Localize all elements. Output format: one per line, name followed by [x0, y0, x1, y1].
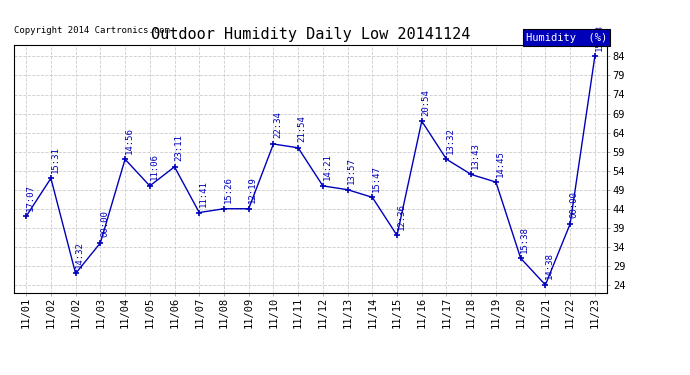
Text: 11:06: 11:06	[150, 153, 159, 180]
Text: Copyright 2014 Cartronics.com: Copyright 2014 Cartronics.com	[14, 26, 170, 35]
Text: 13:57: 13:57	[347, 157, 356, 184]
Text: 15:38: 15:38	[520, 226, 529, 253]
Text: 12:19: 12:19	[248, 176, 257, 203]
Text: 00:00: 00:00	[100, 211, 109, 237]
Text: 15:26: 15:26	[224, 176, 233, 203]
Text: 17:07: 17:07	[26, 184, 34, 211]
Text: Humidity  (%): Humidity (%)	[526, 33, 607, 42]
Text: 14:32: 14:32	[75, 241, 84, 268]
Text: 21:54: 21:54	[298, 116, 307, 142]
Text: 15:31: 15:31	[50, 146, 59, 173]
Text: 23:11: 23:11	[174, 134, 183, 161]
Text: 14:21: 14:21	[322, 153, 331, 180]
Text: 14:38: 14:38	[545, 252, 554, 279]
Text: 13:43: 13:43	[471, 142, 480, 169]
Text: 20:54: 20:54	[422, 89, 431, 116]
Text: 12:36: 12:36	[397, 203, 406, 230]
Text: 14:45: 14:45	[495, 150, 504, 177]
Text: 00:00: 00:00	[570, 192, 579, 218]
Text: 13:32: 13:32	[446, 127, 455, 154]
Text: 15:47: 15:47	[372, 165, 381, 192]
Text: 14:56: 14:56	[125, 127, 134, 154]
Text: 15:08: 15:08	[595, 24, 604, 51]
Text: 11:41: 11:41	[199, 180, 208, 207]
Text: 22:34: 22:34	[273, 112, 282, 138]
Title: Outdoor Humidity Daily Low 20141124: Outdoor Humidity Daily Low 20141124	[151, 27, 470, 42]
